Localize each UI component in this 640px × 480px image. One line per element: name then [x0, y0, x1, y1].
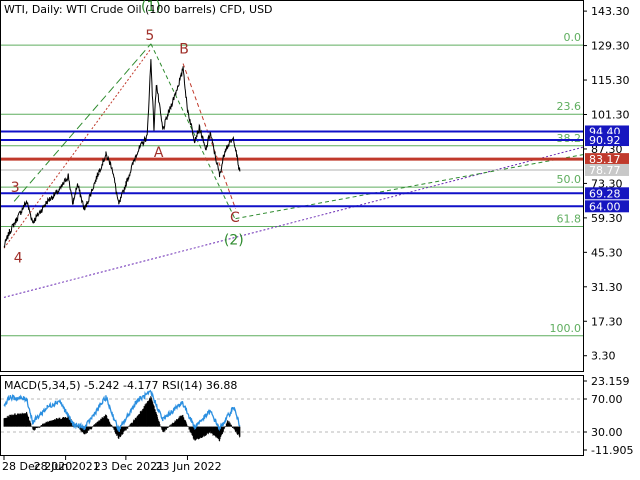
chart-title: WTI, Daily: WTI Crude Oil (100 barrels) …	[4, 3, 273, 16]
time-axis-label-2: 23 Dec 2021	[94, 460, 164, 473]
price-panel-frame	[0, 0, 584, 372]
price-tag-78.77: 78.77	[589, 164, 621, 177]
trend-line-rise	[235, 154, 584, 220]
price-axis-label-7: 45.30	[591, 246, 623, 259]
indicator-label: MACD(5,34,5) -5.242 -4.177 RSI(14) 36.88	[4, 379, 237, 392]
indicator-panel-frame	[0, 375, 584, 456]
trend-line-green	[13, 43, 152, 202]
indicator-axis: 23.159 70.00 30.00 -11.905	[583, 375, 633, 457]
price-axis-label-2: 115.30	[591, 74, 630, 87]
wave-label-3: A	[154, 145, 164, 161]
price-axis-label-1: 129.30	[591, 40, 630, 53]
fib-level-label-3: 50.0	[557, 173, 582, 186]
indicator-axis-label-2: 30.00	[591, 426, 623, 439]
fib-level-label-0: 0.0	[564, 31, 582, 44]
price-tag-bg-1	[585, 134, 629, 147]
price-axis-label-5: 73.30	[591, 177, 623, 190]
wave-label-0: (1)	[141, 0, 161, 15]
price-axis-label-4: 87.30	[591, 143, 623, 156]
fibonacci-levels: 0.0 23.6 38.2 50.0 61.8 100.0	[1, 31, 583, 337]
indicator-axis-label-0: 23.159	[591, 375, 630, 388]
fib-level-label-4: 61.8	[557, 212, 582, 225]
wave-label-5: 4	[14, 250, 23, 266]
price-tag-69.28: 69.28	[589, 187, 621, 200]
price-series	[3, 59, 241, 249]
fib-level-label-2: 38.2	[557, 132, 582, 145]
price-axis-label-9: 17.30	[591, 315, 623, 328]
trend-line-red	[3, 48, 152, 249]
price-tag-90.92: 90.92	[589, 134, 621, 147]
price-tag-bg-4	[585, 187, 629, 200]
price-axis-label-3: 101.30	[591, 108, 630, 121]
time-axis-label-0: 28 Dec 2020	[2, 460, 72, 473]
time-axis-label-3: 23 Jun 2022	[155, 460, 221, 473]
price-tag-bg-2	[585, 153, 629, 166]
trend-line-wave-down	[150, 43, 236, 219]
price-axis-label-6: 59.30	[591, 212, 623, 225]
indicator-series	[1, 389, 583, 442]
price-line	[3, 59, 241, 249]
time-axis-label-1: 28 Jun 2021	[34, 460, 100, 473]
horizontal-levels	[1, 130, 583, 208]
wave-label-1: 5	[145, 28, 154, 44]
wave-label-4: 3	[11, 180, 20, 196]
price-axis-label-10: 3.30	[591, 350, 616, 363]
wave-label-7: (2)	[224, 233, 244, 249]
wave-labels: (1) 5 B A 3 4 C (2)	[11, 0, 244, 266]
price-axis-label-8: 31.30	[591, 281, 623, 294]
indicator-axis-label-3: -11.905	[591, 444, 633, 457]
price-tag-bg-3	[585, 163, 629, 176]
wave-label-2: B	[179, 42, 189, 58]
rsi-line	[3, 389, 241, 433]
price-tag-bg-5	[585, 200, 629, 213]
fib-level-label-5: 100.0	[550, 322, 582, 335]
price-tag-64.00: 64.00	[589, 200, 621, 213]
wave-label-6: C	[230, 210, 240, 226]
price-axis: 143.30 129.30 115.30 101.30 87.30 73.30 59.30 4…	[583, 5, 630, 363]
indicator-axis-label-1: 70.00	[591, 393, 623, 406]
price-axis-label-0: 143.30	[591, 5, 630, 18]
fib-level-label-1: 23.6	[557, 100, 582, 113]
price-tag-83.17: 83.17	[589, 153, 621, 166]
